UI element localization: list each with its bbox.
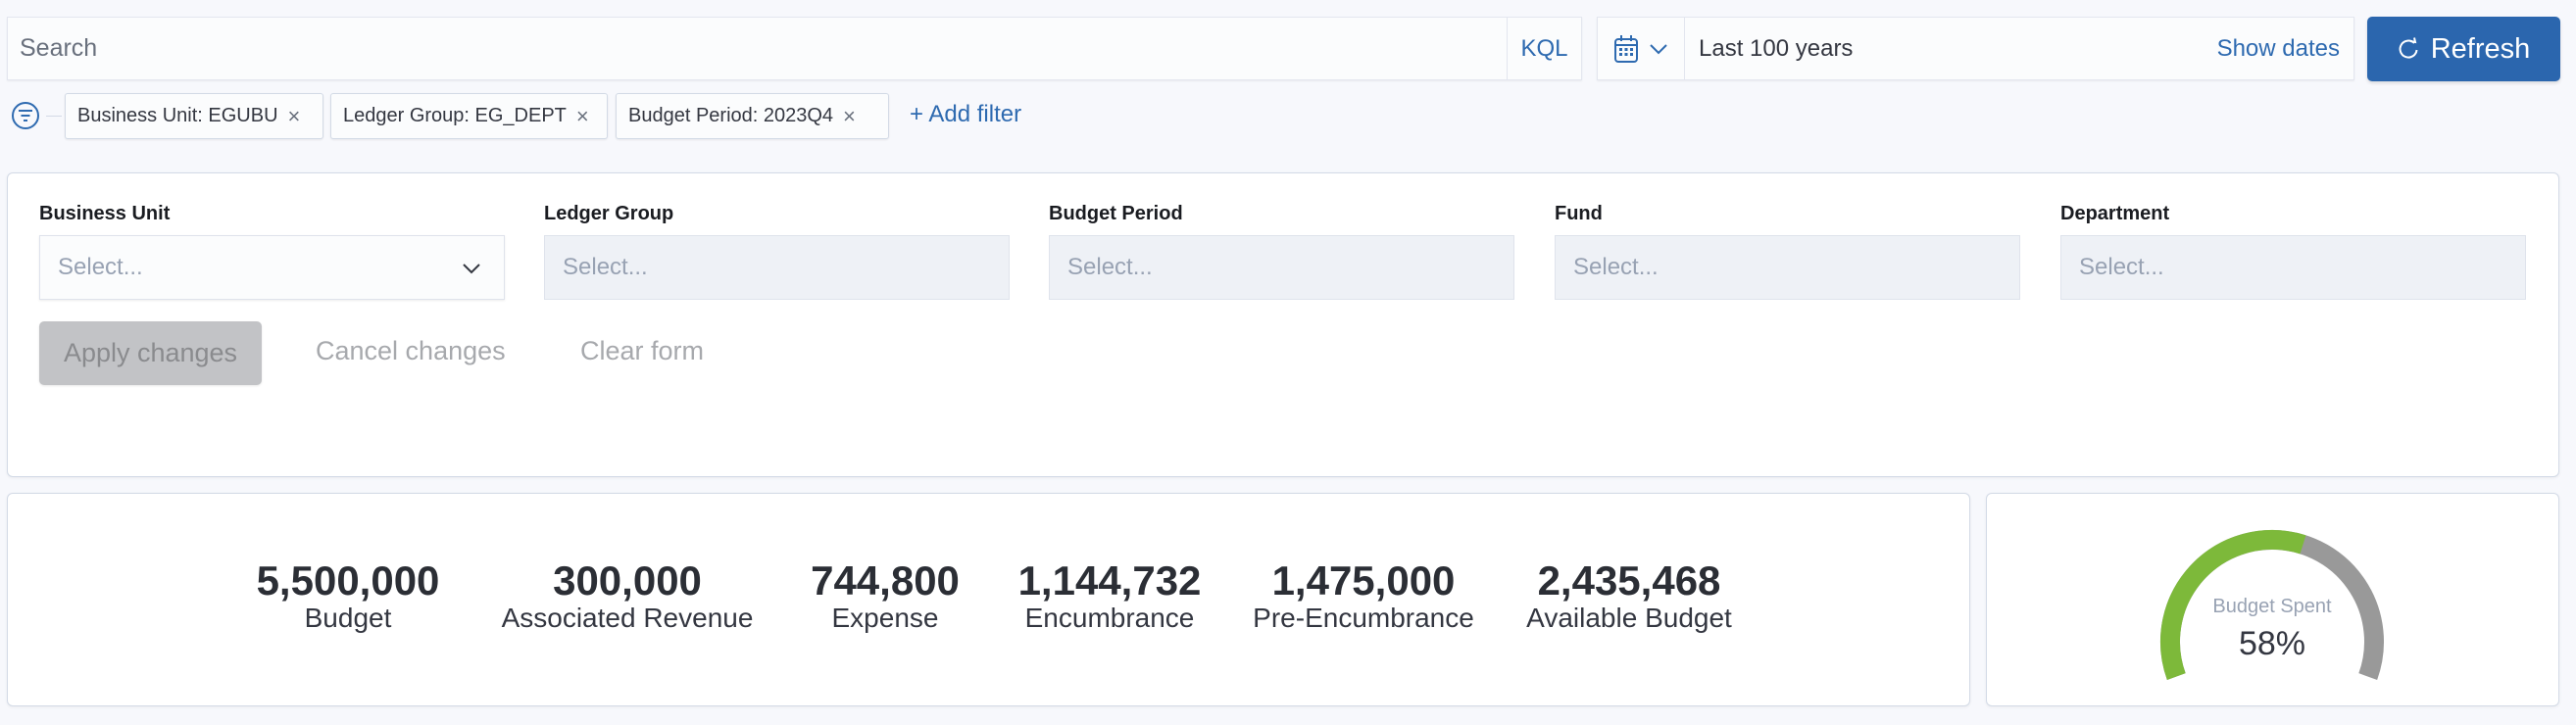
remove-filter-icon[interactable]: × (287, 103, 301, 128)
date-range-text[interactable]: Last 100 years (1699, 34, 1854, 62)
filter-pill-label: Ledger Group: EG_DEPT (343, 105, 567, 126)
filter-menu-icon[interactable] (11, 101, 40, 130)
metric-value: 744,800 (811, 557, 960, 604)
metric-available-budget: 2,435,468 Available Budget (1526, 558, 1732, 633)
select-placeholder: Select... (58, 254, 143, 280)
fund-label: Fund (1555, 203, 1603, 224)
budget-spent-gauge (2160, 530, 2384, 680)
query-search-bar: KQL (7, 17, 1582, 80)
metric-value: 2,435,468 (1537, 557, 1721, 604)
metric-label: Associated Revenue (501, 603, 754, 633)
filter-pill-label: Business Unit: EGUBU (77, 105, 278, 126)
select-placeholder: Select... (563, 254, 648, 280)
apply-changes-button[interactable]: Apply changes (39, 321, 262, 385)
filter-pill-budget-period[interactable]: Budget Period: 2023Q4 × (616, 93, 889, 139)
metric-value: 300,000 (553, 557, 702, 604)
gauge-title: Budget Spent (2212, 596, 2332, 617)
add-filter-button[interactable]: + Add filter (910, 101, 1022, 127)
refresh-label: Refresh (2430, 32, 2531, 65)
filter-pill-business-unit[interactable]: Business Unit: EGUBU × (65, 93, 323, 139)
kql-language-toggle[interactable]: KQL (1507, 18, 1581, 79)
calendar-icon (1614, 34, 1638, 63)
budget-period-label: Budget Period (1049, 203, 1183, 224)
chevron-down-icon (463, 264, 480, 274)
metric-budget: 5,500,000 Budget (257, 558, 440, 633)
filter-pill-label: Budget Period: 2023Q4 (628, 105, 834, 126)
filter-pill-ledger-group[interactable]: Ledger Group: EG_DEPT × (330, 93, 608, 139)
fund-select[interactable]: Select... (1555, 235, 2020, 300)
gauge-value: 58% (2238, 625, 2306, 662)
refresh-button[interactable]: Refresh (2367, 17, 2560, 81)
chevron-down-icon (1650, 43, 1667, 54)
metrics-card (7, 493, 1970, 706)
clear-form-button[interactable]: Clear form (580, 336, 705, 365)
input-controls-panel (7, 172, 2559, 477)
budget-period-select[interactable]: Select... (1049, 235, 1514, 300)
remove-filter-icon[interactable]: × (843, 103, 856, 128)
metric-associated-revenue: 300,000 Associated Revenue (502, 558, 754, 633)
metric-value: 5,500,000 (256, 557, 440, 604)
metric-value: 1,475,000 (1271, 557, 1456, 604)
remove-filter-icon[interactable]: × (575, 103, 589, 128)
filter-connector-line (46, 116, 62, 117)
select-placeholder: Select... (1573, 254, 1659, 280)
ledger-group-label: Ledger Group (544, 203, 674, 224)
department-label: Department (2060, 203, 2170, 224)
metric-pre-encumbrance: 1,475,000 Pre-Encumbrance (1253, 558, 1474, 633)
select-placeholder: Select... (1067, 254, 1153, 280)
metric-expense: 744,800 Expense (811, 558, 960, 633)
metric-label: Encumbrance (1024, 603, 1195, 633)
metric-label: Budget (304, 603, 392, 633)
quick-date-menu-button[interactable] (1598, 18, 1685, 79)
metric-value: 1,144,732 (1017, 557, 1202, 604)
show-dates-link[interactable]: Show dates (2216, 34, 2340, 62)
budget-spent-gauge-card (1986, 493, 2559, 706)
select-placeholder: Select... (2079, 254, 2164, 280)
metric-label: Available Budget (1526, 603, 1732, 633)
business-unit-select[interactable]: Select... (39, 235, 505, 300)
business-unit-label: Business Unit (39, 203, 171, 224)
metric-label: Pre-Encumbrance (1253, 603, 1474, 633)
date-picker: Last 100 years Show dates (1597, 17, 2354, 80)
search-input[interactable] (8, 18, 1507, 79)
metric-encumbrance: 1,144,732 Encumbrance (1018, 558, 1202, 633)
department-select[interactable]: Select... (2060, 235, 2526, 300)
ledger-group-select[interactable]: Select... (544, 235, 1010, 300)
refresh-icon (2399, 37, 2418, 59)
cancel-changes-button[interactable]: Cancel changes (316, 336, 506, 365)
metric-label: Expense (831, 603, 939, 633)
